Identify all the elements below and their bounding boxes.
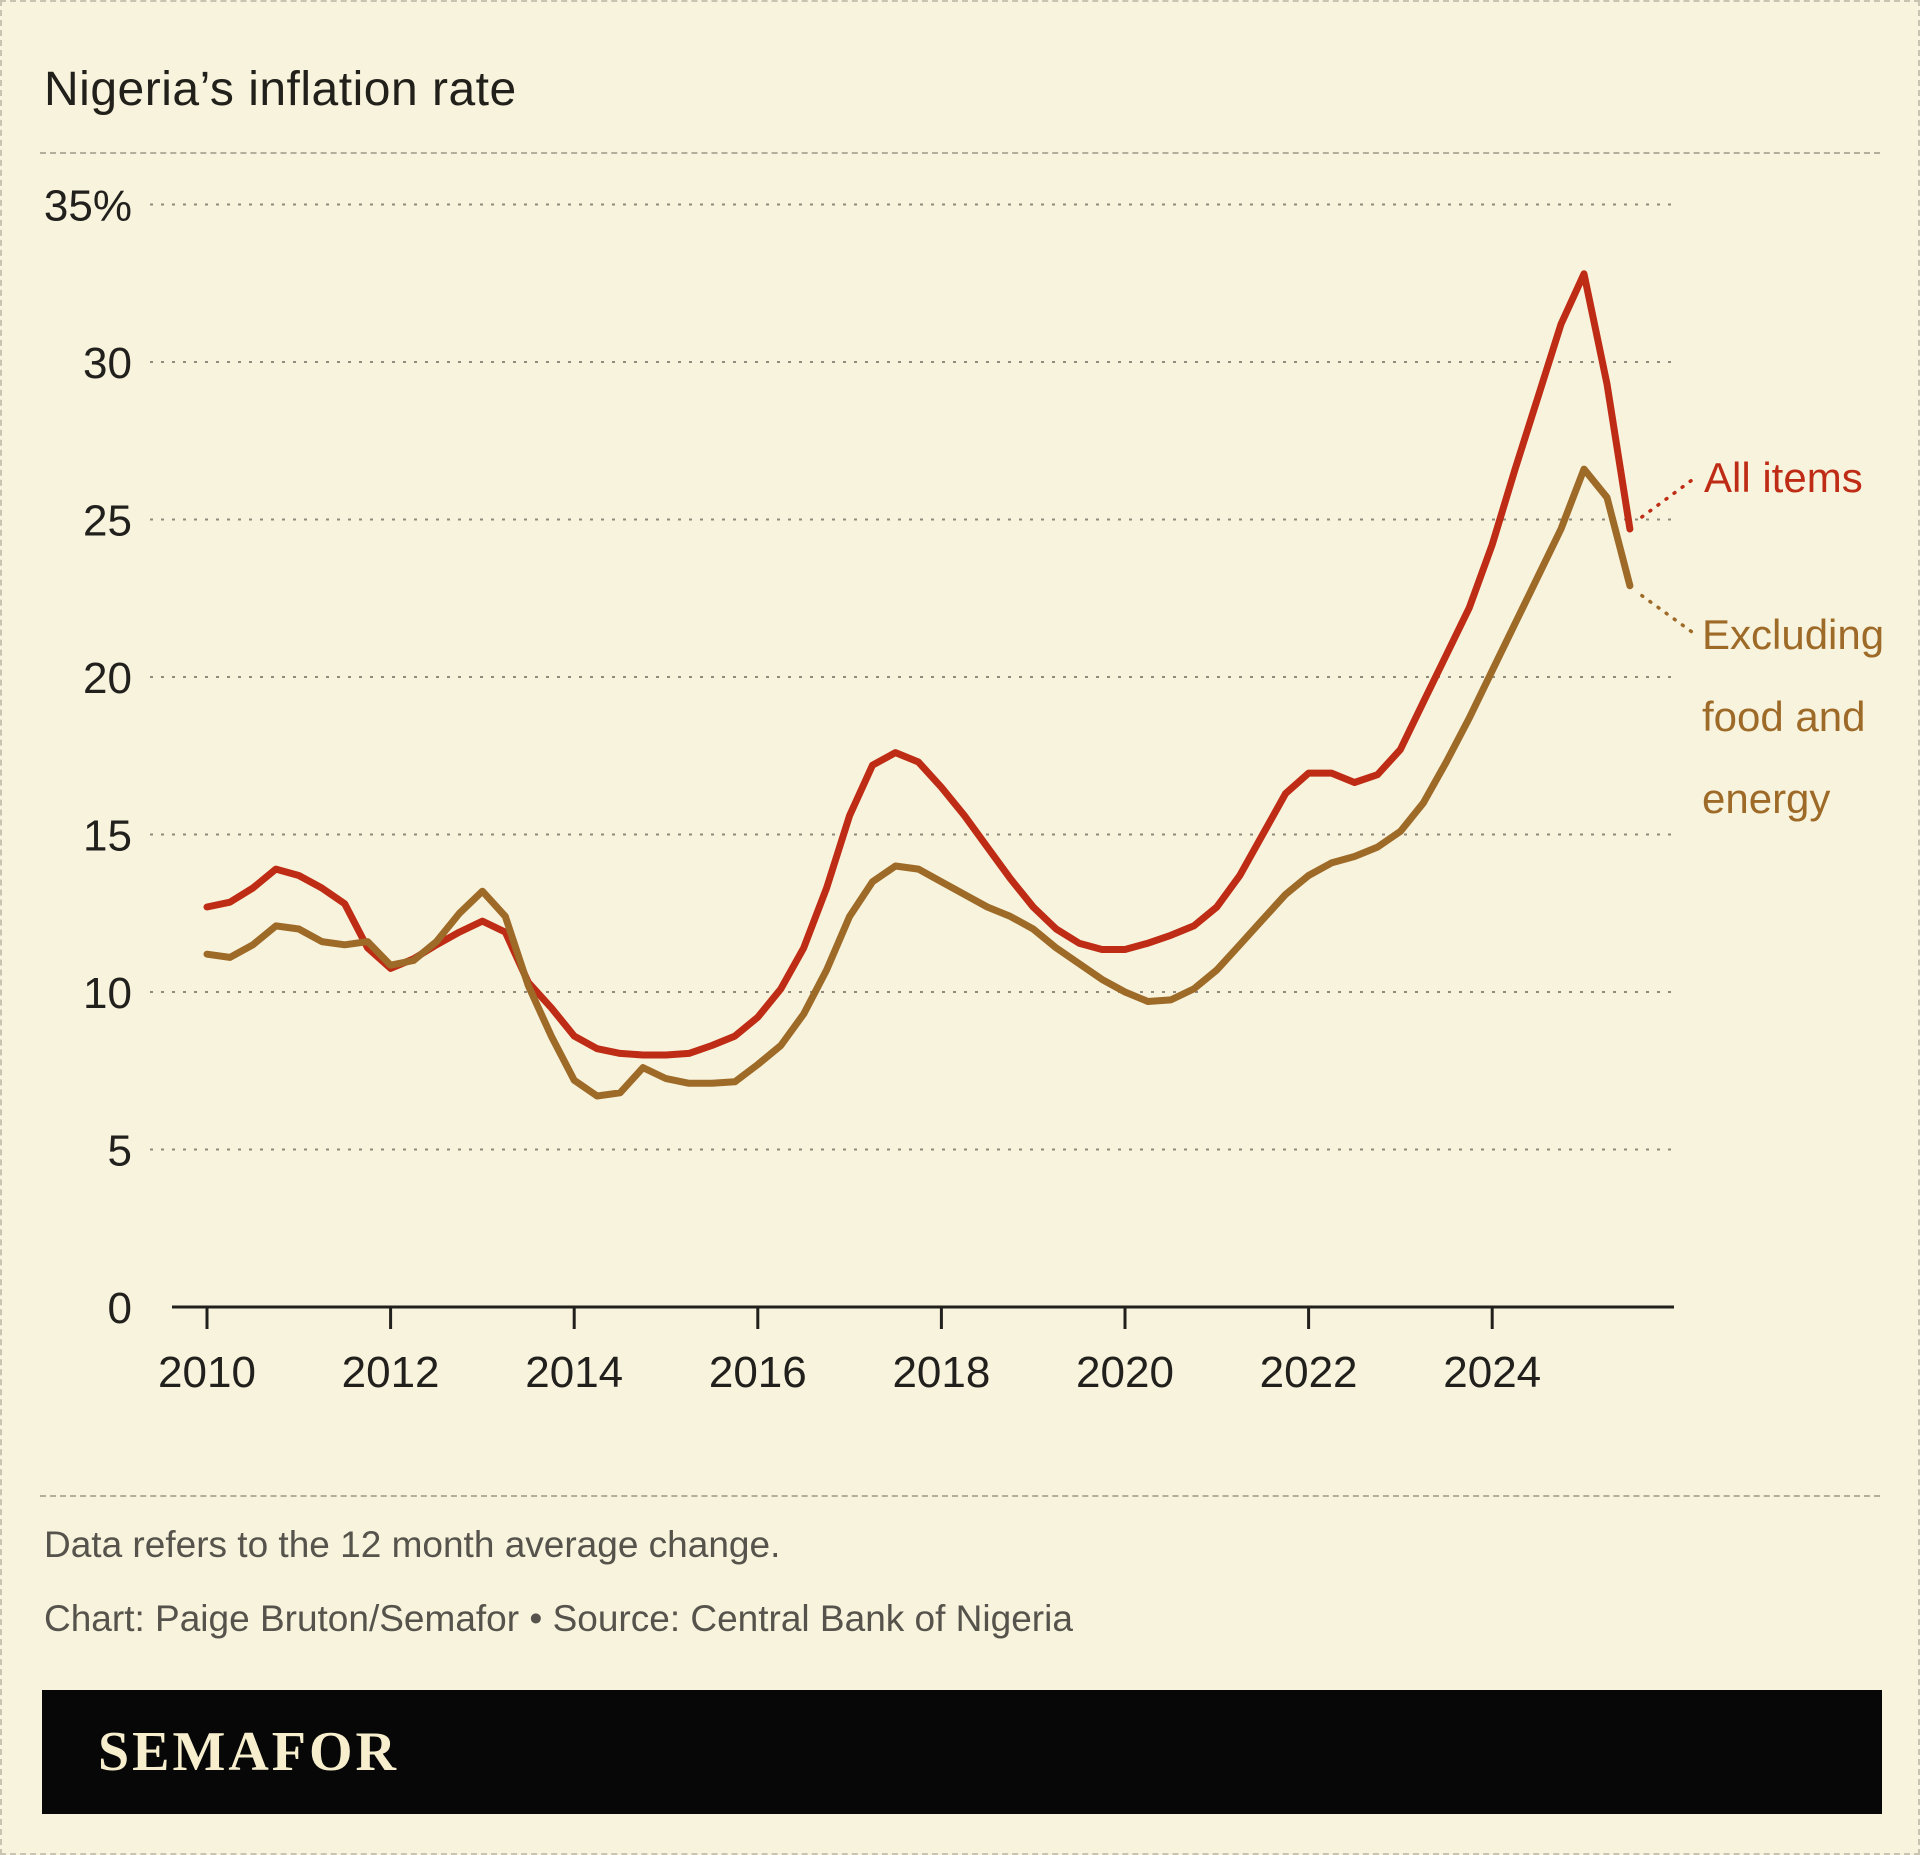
footnote-data-definition: Data refers to the 12 month average chan…: [44, 1524, 781, 1565]
series-line-excluding-food-energy: [203, 465, 1634, 1100]
x-tick-label: 2020: [1076, 1348, 1174, 1397]
bottom-separator: [40, 1495, 1880, 1497]
top-separator: [40, 152, 1880, 154]
x-tick-label: 2022: [1260, 1348, 1358, 1397]
footnote-credit-source: Chart: Paige Bruton/Semafor • Source: Ce…: [44, 1598, 1073, 1639]
y-tick-label: 25: [83, 497, 132, 546]
leader-excluding: [1640, 593, 1694, 634]
x-tick-label: 2010: [158, 1348, 256, 1397]
x-tick-label: 2012: [342, 1348, 440, 1397]
page-title: Nigeria’s inflation rate: [44, 63, 517, 117]
x-tick-label: 2016: [709, 1348, 807, 1397]
y-tick-label: 10: [83, 969, 132, 1018]
x-tick-label: 2024: [1443, 1348, 1541, 1397]
semafor-logo-bar: SEMAFOR: [42, 1690, 1882, 1814]
series-label-all-items: All items: [1704, 454, 1863, 501]
y-tick-label: 35%: [44, 182, 132, 231]
y-tick-label: 30: [83, 339, 132, 388]
series-label-excluding: Excluding food and energy: [1702, 611, 1885, 822]
y-tick-label: 5: [108, 1127, 132, 1176]
series-line-all-items: [203, 270, 1634, 1059]
y-tick-label: 20: [83, 654, 132, 703]
y-tick-label: 15: [83, 812, 132, 861]
semafor-wordmark: SEMAFOR: [98, 1721, 399, 1783]
leader-all-items: [1640, 478, 1694, 519]
y-tick-label: 0: [108, 1284, 132, 1333]
x-tick-label: 2018: [892, 1348, 990, 1397]
x-tick-label: 2014: [525, 1348, 623, 1397]
